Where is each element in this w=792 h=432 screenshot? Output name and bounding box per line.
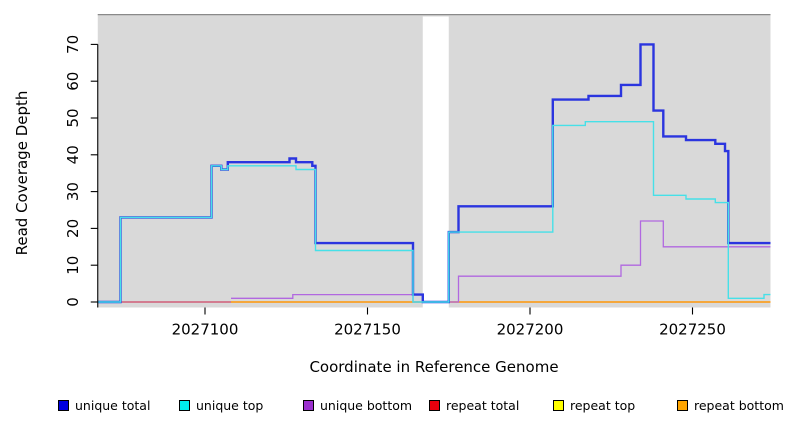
y-axis-title: Read Coverage Depth <box>13 91 31 256</box>
y-tick-label: 30 <box>64 182 82 201</box>
legend-item-unique-total: unique total <box>58 397 150 413</box>
y-tick-label: 10 <box>64 256 82 275</box>
legend-item-unique-bottom: unique bottom <box>303 397 412 413</box>
series-line-unique-bottom <box>231 220 771 303</box>
x-tick-label: 2027100 <box>172 321 239 339</box>
x-axis-title: Coordinate in Reference Genome <box>309 358 558 376</box>
legend-swatch <box>303 399 314 411</box>
legend-label: repeat top <box>570 397 636 413</box>
legend-item-unique-top: unique top <box>179 397 263 413</box>
y-tick-label: 40 <box>64 145 82 164</box>
legend-label: repeat total <box>446 397 520 413</box>
x-tick-label: 2027250 <box>659 321 726 339</box>
legend-label: unique bottom <box>320 397 413 413</box>
legend-item-repeat-total: repeat total <box>429 397 519 413</box>
legend-label: unique total <box>75 397 151 413</box>
legend-swatch <box>429 399 440 411</box>
legend-item-repeat-top: repeat top <box>553 397 635 413</box>
legend-swatch <box>677 399 688 411</box>
y-tick-label: 0 <box>64 297 82 307</box>
legend-swatch <box>179 399 190 411</box>
y-tick-label: 60 <box>64 72 82 91</box>
plot-panel <box>97 14 771 308</box>
legend-swatch <box>58 399 69 411</box>
coverage-gap-band <box>422 16 449 308</box>
legend-label: unique top <box>196 397 264 413</box>
legend-item-repeat-bottom: repeat bottom <box>677 397 784 413</box>
legend-swatch <box>553 399 564 411</box>
x-tick-label: 2027200 <box>497 321 564 339</box>
legend: unique total unique top unique bottom repea… <box>0 397 792 419</box>
legend-label: repeat bottom <box>694 397 784 413</box>
axes: 0 10 20 30 40 50 60 70 2027100 2027150 2027200 2027… <box>64 35 726 339</box>
x-tick-label: 2027150 <box>334 321 401 339</box>
y-tick-label: 20 <box>64 219 82 238</box>
y-tick-label: 70 <box>64 35 82 54</box>
series-line-unique-top <box>97 121 771 303</box>
series-lines <box>97 43 771 304</box>
y-tick-label: 50 <box>64 108 82 127</box>
